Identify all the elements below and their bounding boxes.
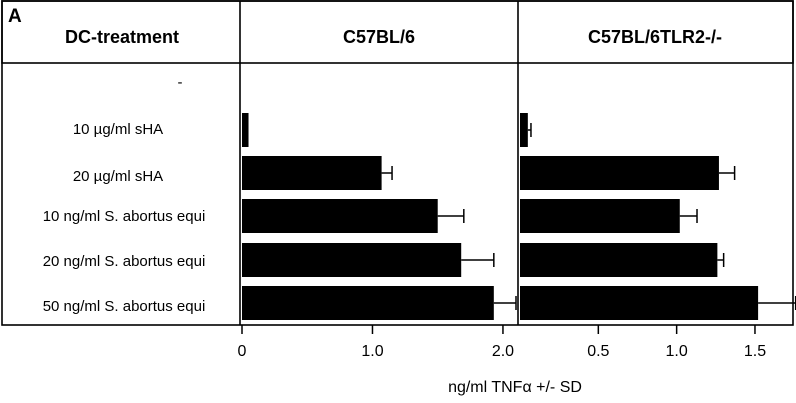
category-labels: - 10 µg/ml sHA 20 µg/ml sHA 10 ng/ml S. … xyxy=(43,74,206,315)
bar xyxy=(520,243,718,277)
bar xyxy=(520,199,680,233)
error-bar xyxy=(717,253,725,267)
error-bar xyxy=(381,166,393,180)
bars-tlr2 xyxy=(520,113,796,320)
error-bar xyxy=(679,209,698,223)
x-tick-label: 1.0 xyxy=(361,343,383,360)
bar xyxy=(242,199,438,233)
bar xyxy=(242,113,249,147)
bar xyxy=(520,156,719,190)
category-label: 10 µg/ml sHA xyxy=(73,121,163,138)
category-label: 50 ng/ml S. abortus equi xyxy=(43,298,206,315)
bars-wildtype xyxy=(242,113,517,320)
category-label: 20 ng/ml S. abortus equi xyxy=(43,253,206,270)
panel-title-wildtype: C57BL/6 xyxy=(343,27,415,47)
x-axis-label: ng/ml TNFα +/- SD xyxy=(448,379,582,396)
x-tick-label: 1.0 xyxy=(666,343,688,360)
category-label: 10 ng/ml S. abortus equi xyxy=(43,208,206,225)
row-header: DC-treatment xyxy=(65,27,179,47)
category-label: - xyxy=(178,74,183,91)
error-bar xyxy=(527,123,532,137)
x-axis-tlr2: 0.5 1.0 1.5 xyxy=(587,325,766,360)
bar xyxy=(242,243,462,277)
figure-frame xyxy=(1,0,794,326)
bar xyxy=(242,286,494,320)
bar xyxy=(242,156,382,190)
x-tick-label: 2.0 xyxy=(492,343,514,360)
x-tick-label: 1.5 xyxy=(744,343,766,360)
error-bar xyxy=(718,166,736,180)
panel-title-tlr2: C57BL/6TLR2-/- xyxy=(588,27,722,47)
panel-letter: A xyxy=(8,6,22,27)
x-tick-label: 0.5 xyxy=(587,343,609,360)
error-bar xyxy=(437,209,465,223)
x-tick-label: 0 xyxy=(238,343,247,360)
bar xyxy=(520,113,528,147)
category-label: 20 µg/ml sHA xyxy=(73,168,163,185)
error-bar xyxy=(461,253,495,267)
x-axis-wildtype: 0 1.0 2.0 xyxy=(238,325,514,360)
bar xyxy=(520,286,759,320)
error-bar xyxy=(758,296,796,310)
error-bar xyxy=(493,296,517,310)
